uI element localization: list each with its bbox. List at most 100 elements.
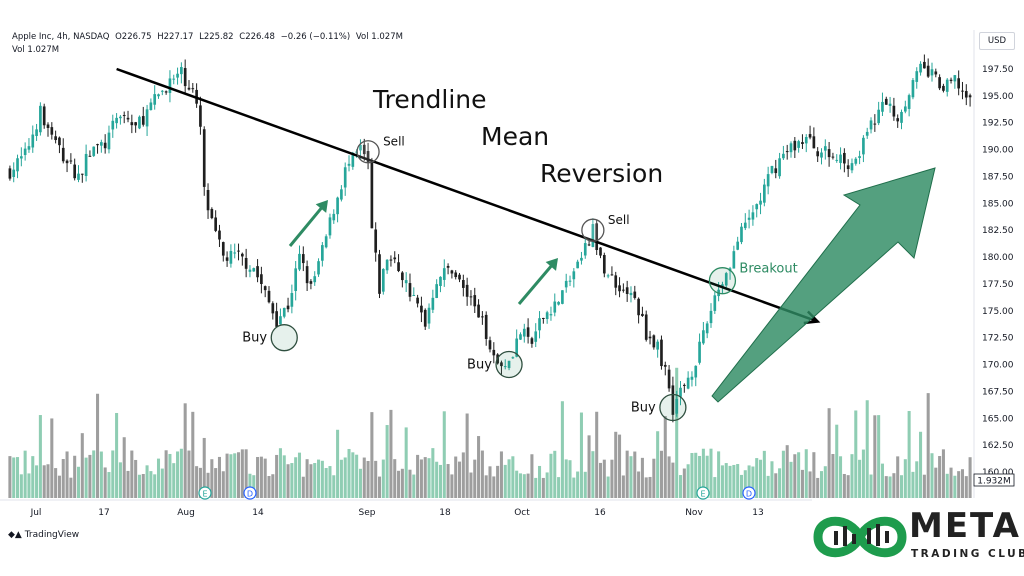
candle (903, 100, 907, 114)
volume-bar (141, 473, 145, 498)
candle (873, 114, 877, 132)
candle (530, 336, 534, 348)
currency-button[interactable]: USD (979, 32, 1015, 50)
volume-bar (892, 473, 896, 498)
meta-trading-club-logo: META TRADING CLUB (812, 498, 1024, 576)
dividend-marker-icon[interactable] (742, 486, 756, 500)
volume-bar (271, 474, 275, 498)
y-tick-label: 195.00 (982, 92, 1014, 102)
volume-bar (73, 455, 77, 498)
volume-bar (778, 468, 782, 498)
candle (961, 81, 964, 100)
change-value: −0.26 (−0.11%) (280, 32, 351, 42)
volume-bar (244, 449, 248, 498)
candle (275, 302, 278, 328)
volume-bar (888, 476, 892, 498)
tradingview-logo: ◆▲ TradingView (8, 530, 79, 540)
volume-badge-label: 1.932M (977, 477, 1011, 487)
candle (778, 152, 781, 179)
volume-bar (134, 459, 138, 498)
volume-bar (275, 454, 279, 498)
earnings-marker-icon[interactable] (198, 486, 212, 500)
candle (713, 291, 717, 314)
marker-letter: D (247, 490, 253, 499)
volume-bar (724, 463, 728, 498)
breakout-marker (708, 267, 737, 295)
candle (782, 145, 785, 160)
candle (225, 251, 229, 267)
candle (252, 267, 256, 272)
candle (526, 318, 530, 344)
volume-bar (19, 474, 23, 498)
volume-bar (164, 450, 168, 498)
candle (850, 158, 854, 174)
volume-bar (252, 475, 256, 498)
volume-bar (621, 475, 625, 498)
logo-title: META (909, 506, 1021, 546)
candle (416, 294, 419, 308)
dividend-marker-icon[interactable] (243, 486, 257, 500)
volume-bar (766, 475, 770, 498)
volume-bar (629, 456, 633, 498)
volume-bar (355, 454, 359, 498)
volume-bar (922, 474, 926, 498)
volume-bar (225, 453, 229, 498)
candle (115, 113, 118, 129)
volume-bar (442, 411, 446, 498)
marker-letter: E (202, 490, 207, 499)
candle (191, 82, 195, 93)
volume-bar (743, 470, 747, 498)
volume-bar (671, 462, 675, 498)
logo-subtitle: TRADING CLUB (911, 548, 1024, 560)
volume-bar (808, 471, 812, 498)
candle (694, 365, 698, 387)
open-value: O226.75 (115, 32, 152, 42)
candle (92, 146, 96, 157)
candle (442, 259, 446, 287)
candle (340, 185, 343, 202)
volume-bar (176, 451, 180, 498)
candle (968, 93, 972, 107)
candle (519, 332, 522, 340)
volume-bar (187, 450, 191, 498)
candle (690, 371, 694, 387)
x-tick-label: 13 (752, 508, 763, 518)
volume-bar (637, 471, 641, 498)
candle (23, 142, 27, 161)
sell-label: Sell (383, 135, 405, 149)
candle (648, 330, 652, 345)
candle (919, 61, 922, 76)
candle (263, 285, 267, 298)
volume-bar (115, 412, 119, 498)
candle (625, 280, 629, 302)
candle (835, 154, 839, 163)
candle (477, 299, 480, 318)
volume-bar (27, 473, 31, 498)
volume-bar (618, 434, 622, 498)
volume-bar (869, 474, 873, 498)
volume-bar (553, 450, 557, 498)
candle (160, 90, 164, 96)
x-tick-label: Sep (359, 508, 376, 518)
candle (465, 277, 469, 306)
volume-bar (206, 472, 210, 498)
volume-bar (865, 400, 869, 498)
candle (61, 138, 65, 164)
volume-bar (583, 471, 587, 498)
volume-bar (404, 427, 408, 498)
candle (454, 270, 458, 280)
volume-bar (286, 464, 290, 498)
y-tick-label: 190.00 (982, 146, 1014, 156)
candle (709, 303, 713, 328)
volume-bar (496, 465, 500, 498)
candle (820, 148, 823, 165)
volume-bar (168, 453, 172, 498)
candle (473, 287, 477, 313)
volume-bar (202, 437, 206, 498)
volume-bar (591, 451, 595, 498)
volume-bar (663, 416, 667, 498)
volume-bar (54, 468, 58, 498)
volume-bar (256, 456, 260, 498)
earnings-marker-icon[interactable] (696, 486, 710, 500)
candle (279, 308, 282, 325)
